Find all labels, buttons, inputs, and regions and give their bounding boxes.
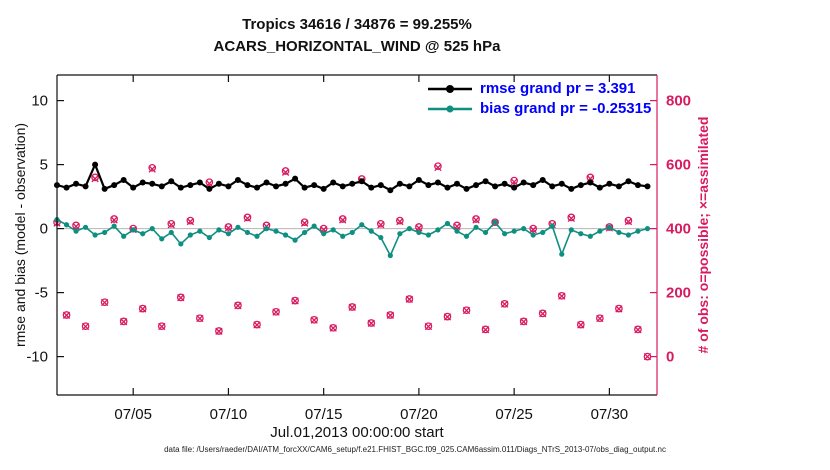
legend-row-rmse: rmse grand pr = 3.391 xyxy=(428,80,651,97)
x-tick-label: 07/25 xyxy=(495,406,533,423)
y-left-tick-label: -10 xyxy=(26,349,48,366)
legend: rmse grand pr = 3.391 bias grand pr = -0… xyxy=(428,80,651,117)
y-left-tick-label: 10 xyxy=(31,93,48,110)
x-tick-label: 07/20 xyxy=(400,406,438,423)
y-right-tick-label: 400 xyxy=(666,221,691,238)
x-axis-label: Jul.01,2013 00:00:00 start xyxy=(270,424,444,441)
rmse-series xyxy=(54,161,651,194)
figure-title-stats: Tropics 34616 / 34876 = 99.255% xyxy=(242,16,472,33)
rmse-legend-marker xyxy=(428,84,472,93)
x-tick-label: 07/30 xyxy=(591,406,629,423)
y-axis-left-label: rmse and bias (model - observation) xyxy=(12,122,28,348)
figure-title-variable: ACARS_HORIZONTAL_WIND @ 525 hPa xyxy=(213,38,501,55)
obs-count-markers xyxy=(53,162,652,361)
y-right-tick-label: 200 xyxy=(666,285,691,302)
y-axis-right-label: # of obs: o=possible; ×=assimilated xyxy=(695,116,711,354)
bias-series xyxy=(54,217,651,259)
legend-label-rmse: rmse grand pr = 3.391 xyxy=(480,80,636,97)
x-tick-label: 07/15 xyxy=(305,406,343,423)
legend-row-bias: bias grand pr = -0.25315 xyxy=(428,100,651,117)
y-left-tick-label: -5 xyxy=(35,285,48,302)
y-right-tick-label: 600 xyxy=(666,157,691,174)
y-left-tick-label: 0 xyxy=(40,221,48,238)
bias-legend-marker xyxy=(428,105,472,112)
axes: 07/05 07/10 07/15 07/20 07/25 07/30 -10 -5 0 5 10 0… xyxy=(26,74,691,423)
x-tick-label: 07/10 xyxy=(210,406,248,423)
y-right-tick-label: 800 xyxy=(666,93,691,110)
data-file-caption: data file: /Users/raeder/DAI/ATM_forcXX/… xyxy=(164,445,666,454)
y-left-tick-label: 5 xyxy=(40,157,48,174)
x-tick-label: 07/05 xyxy=(114,406,152,423)
legend-label-bias: bias grand pr = -0.25315 xyxy=(480,100,652,117)
y-right-tick-label: 0 xyxy=(666,349,674,366)
